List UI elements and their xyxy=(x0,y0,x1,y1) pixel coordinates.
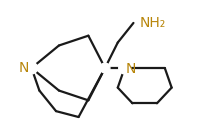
Circle shape xyxy=(100,63,110,73)
Circle shape xyxy=(26,62,37,74)
Text: N: N xyxy=(126,62,136,76)
Text: N: N xyxy=(18,61,29,75)
Circle shape xyxy=(119,62,131,74)
Text: NH₂: NH₂ xyxy=(139,16,166,30)
